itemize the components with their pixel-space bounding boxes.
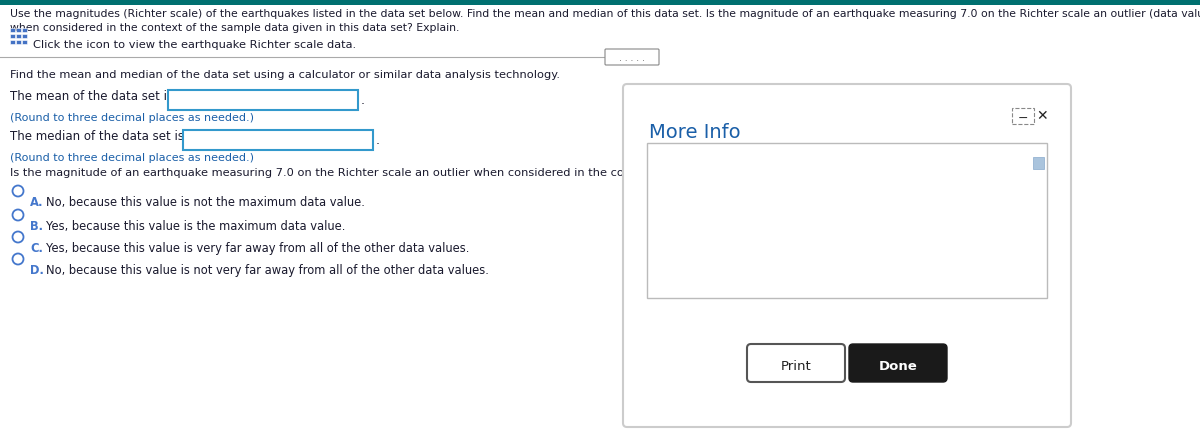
Bar [10,27,14,32]
Text: 2.76: 2.76 [890,215,918,228]
Text: Use the magnitudes (Richter scale) of the earthquakes listed in the data set bel: Use the magnitudes (Richter scale) of th… [10,9,1200,19]
FancyBboxPatch shape [850,344,947,382]
Text: 2.39: 2.39 [776,241,804,254]
Bar [1012,108,1034,124]
Text: 2.31: 2.31 [966,267,994,280]
Text: 0.54: 0.54 [815,215,841,228]
Text: 2.45: 2.45 [852,267,880,280]
Text: (Round to three decimal places as needed.): (Round to three decimal places as needed… [10,113,254,123]
Text: 2.24: 2.24 [701,215,727,228]
Text: 0.54: 0.54 [738,215,766,228]
Text: The mean of the data set is: The mean of the data set is [10,90,173,103]
Bar [182,130,373,150]
Text: More Info: More Info [649,123,740,142]
Text: · · · · ·: · · · · · [619,57,644,66]
Text: 2.02: 2.02 [815,189,841,202]
Bar [16,27,20,32]
Bar [1033,157,1044,169]
Text: 2.43: 2.43 [890,163,918,176]
Text: 1.83: 1.83 [966,215,994,228]
Text: 2.26: 2.26 [815,163,841,176]
Text: 2.61: 2.61 [966,163,994,176]
Text: Yes, because this value is very far away from all of the other data values.: Yes, because this value is very far away… [46,242,469,255]
Text: D.: D. [30,264,44,277]
Text: 1.28: 1.28 [1004,267,1032,280]
Text: 0.74: 0.74 [662,267,690,280]
Text: 2.68: 2.68 [890,189,918,202]
Text: 0.77: 0.77 [852,189,880,202]
Text: 1.83: 1.83 [815,241,841,254]
Text: .: . [376,134,380,147]
Bar [22,34,26,38]
Text: 1.89: 1.89 [738,267,766,280]
Text: 2.63: 2.63 [966,189,994,202]
Text: 2.46: 2.46 [966,241,994,254]
Text: Print: Print [781,360,811,373]
Text: 2.36: 2.36 [662,189,690,202]
Text: No, because this value is not very far away from all of the other data values.: No, because this value is not very far a… [46,264,488,277]
Text: No, because this value is not the maximum data value.: No, because this value is not the maximu… [46,196,365,209]
Text: 0.85: 0.85 [776,215,804,228]
Text: .: . [361,94,365,107]
Text: 0.23: 0.23 [738,189,766,202]
Text: 0.94: 0.94 [701,163,727,176]
Text: 1.95: 1.95 [890,241,918,254]
Text: Find the mean and median of the data set using a calculator or similar data anal: Find the mean and median of the data set… [10,70,560,80]
Text: 2.05: 2.05 [929,163,955,176]
Text: B.: B. [30,220,43,233]
Text: when considered in the context of the sample data given in this data set? Explai: when considered in the context of the sa… [10,23,460,33]
Text: C.: C. [30,242,43,255]
Bar [16,34,20,38]
Text: 2.06: 2.06 [776,267,804,280]
Text: 2.87: 2.87 [890,267,918,280]
Bar [22,39,26,44]
Text: 1.75: 1.75 [1004,163,1032,176]
Text: 2.73: 2.73 [776,189,804,202]
Text: 2.88: 2.88 [815,267,841,280]
Text: Is the magnitude of an earthquake measuring 7.0 on the Richter scale an outlier : Is the magnitude of an earthquake measur… [10,168,806,178]
Bar [0,0,1200,5]
Text: 1.27: 1.27 [662,215,690,228]
Text: 1.49: 1.49 [852,241,880,254]
Text: 1.13: 1.13 [1004,189,1032,202]
Text: 2.36: 2.36 [701,189,727,202]
Text: 0.49: 0.49 [662,241,690,254]
Bar [16,39,20,44]
Text: (Round to three decimal places as needed.): (Round to three decimal places as needed… [10,153,254,163]
Text: A.: A. [30,196,43,209]
Bar [22,27,26,32]
FancyBboxPatch shape [605,49,659,65]
Bar [647,143,1046,298]
Text: ✕: ✕ [1036,109,1048,123]
Text: 1.19: 1.19 [738,163,766,176]
Bar [168,90,358,110]
Text: 1.93: 1.93 [662,163,690,176]
Bar [10,39,14,44]
Text: 0.62: 0.62 [738,241,766,254]
Text: 1.32: 1.32 [1004,215,1032,228]
Text: 0.92: 0.92 [701,241,727,254]
FancyBboxPatch shape [746,344,845,382]
Bar [10,34,14,38]
Text: 2.37: 2.37 [929,215,955,228]
Text: −: − [1018,112,1028,124]
Text: 1.95: 1.95 [776,163,804,176]
Text: Click the icon to view the earthquake Richter scale data.: Click the icon to view the earthquake Ri… [34,40,356,50]
Text: 2.62: 2.62 [852,215,880,228]
Text: Yes, because this value is the maximum data value.: Yes, because this value is the maximum d… [46,220,346,233]
Text: 1.57: 1.57 [1004,241,1032,254]
Text: 2.33: 2.33 [701,267,727,280]
Text: Done: Done [878,360,917,373]
FancyBboxPatch shape [623,84,1072,427]
Text: 0.17: 0.17 [852,163,880,176]
Text: 0.46: 0.46 [929,189,955,202]
Text: The median of the data set is: The median of the data set is [10,130,184,143]
Text: 0.74: 0.74 [929,241,955,254]
Text: 2.14: 2.14 [929,267,955,280]
